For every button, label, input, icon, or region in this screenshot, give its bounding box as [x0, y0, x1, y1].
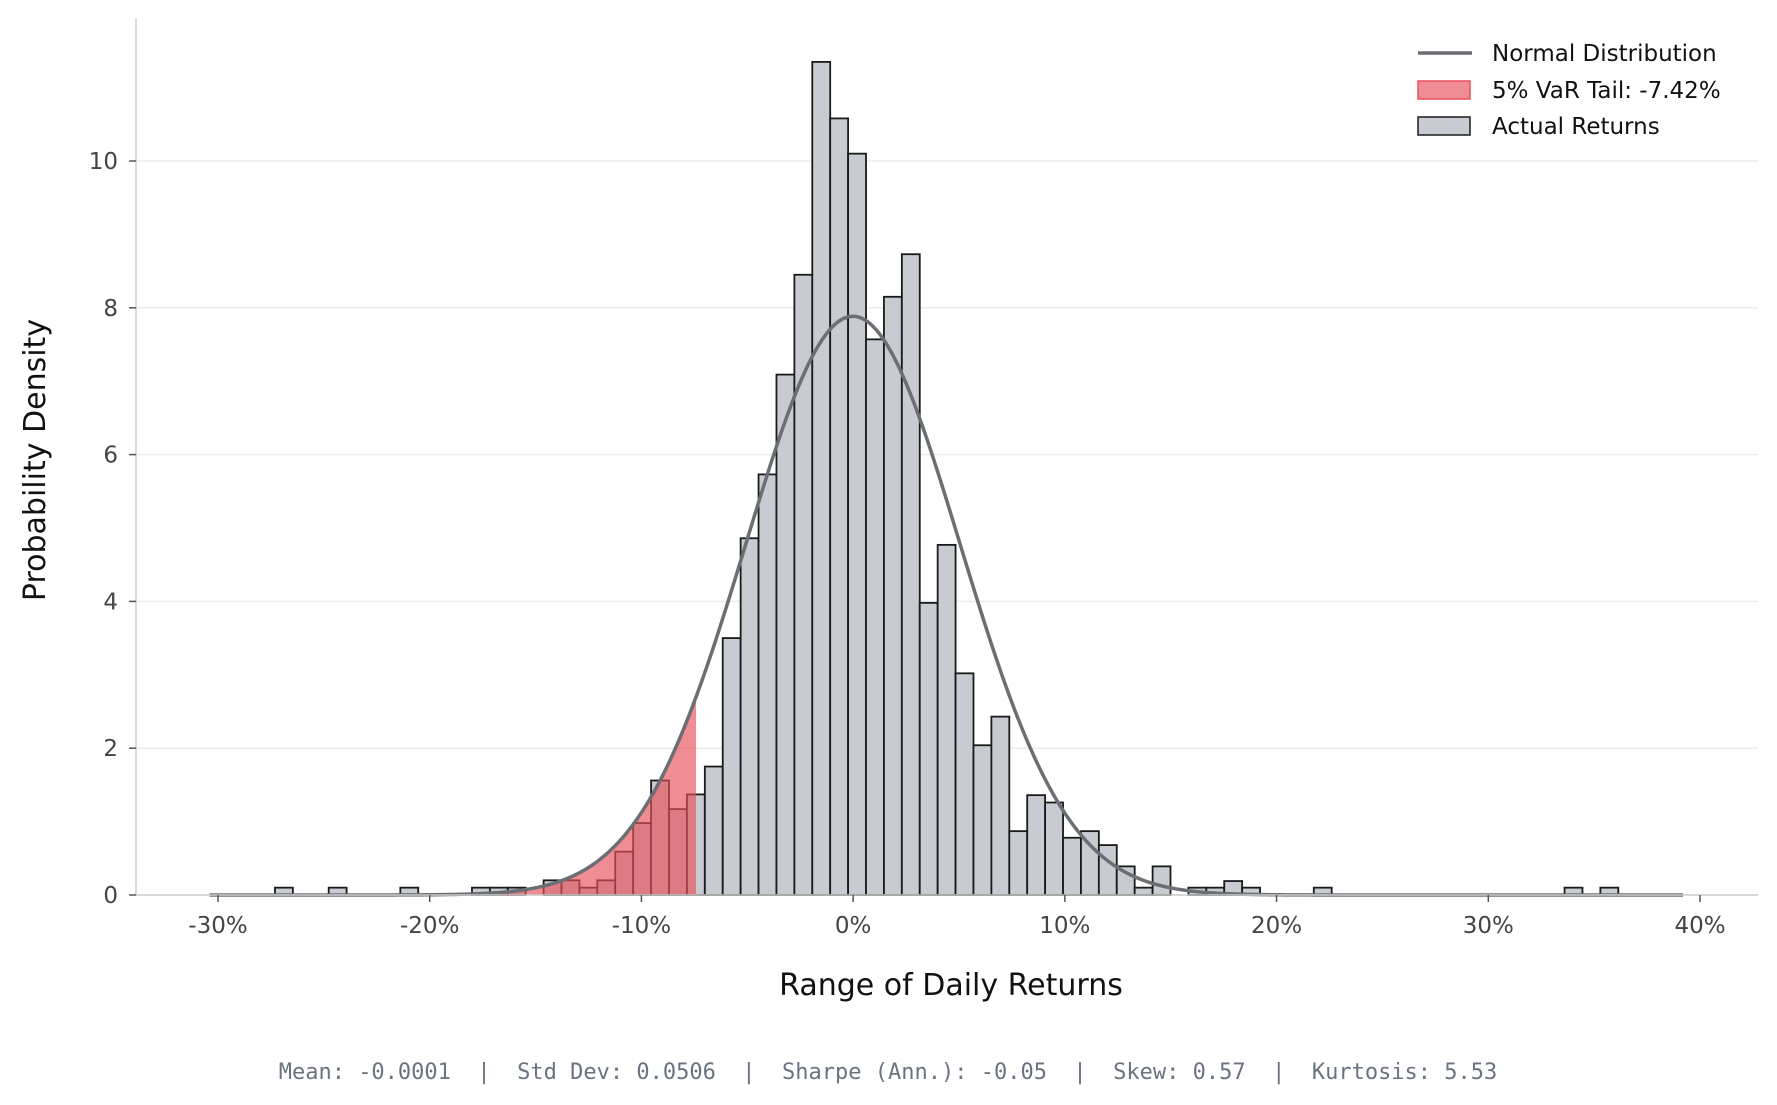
- histogram-bar: [918, 601, 939, 896]
- y-tick-label: 10: [89, 149, 118, 175]
- histogram-bar: [883, 295, 903, 896]
- var-tail-fill: [209, 696, 697, 895]
- histogram-bar: [972, 744, 993, 896]
- y-tick-label: 6: [103, 443, 118, 469]
- legend-var-swatch: [1417, 80, 1471, 100]
- x-tick-label: -30%: [188, 913, 247, 939]
- legend: Normal Distribution 5% VaR Tail: -7.42% …: [1417, 41, 1721, 140]
- histogram-bar: [829, 117, 850, 896]
- histogram-bar: [900, 253, 921, 896]
- histogram-bar: [1133, 886, 1154, 896]
- x-tick-label: 10%: [1039, 913, 1090, 939]
- x-tick-label: 0%: [835, 913, 872, 939]
- x-tick-label: -20%: [400, 913, 459, 939]
- y-tick-label: 8: [103, 296, 118, 322]
- histogram-bar: [936, 543, 957, 896]
- histogram-bars: [274, 61, 1620, 896]
- x-tick-label: 40%: [1674, 913, 1725, 939]
- histogram-bar: [1097, 844, 1118, 896]
- x-tick-label: 20%: [1251, 913, 1302, 939]
- y-tick-label: 2: [103, 736, 118, 762]
- y-axis-label: Probability Density: [18, 319, 53, 601]
- x-axis-label: Range of Daily Returns: [779, 968, 1123, 1003]
- legend-label-normal: Normal Distribution: [1492, 41, 1717, 67]
- histogram-bar: [721, 637, 742, 896]
- gridlines: [136, 160, 1758, 749]
- histogram-bar: [1026, 794, 1047, 896]
- histogram-bar: [793, 273, 814, 896]
- x-ticks: -30% -20% -10% 0% 10% 20% 30% 40%: [188, 895, 1726, 939]
- histogram-bar: [865, 338, 885, 896]
- histogram-bar: [811, 61, 832, 896]
- y-ticks: 0 2 4 6 8 10: [89, 149, 136, 909]
- histogram-bar: [703, 765, 724, 896]
- histogram-bar: [847, 152, 867, 896]
- var-tail-area: [209, 696, 697, 895]
- summary-stats: Mean: -0.0001 | Std Dev: 0.0506 | Sharpe…: [279, 1060, 1498, 1085]
- histogram-bar: [775, 373, 796, 896]
- histogram-bar: [1151, 865, 1172, 896]
- histogram-bar: [1080, 830, 1100, 896]
- histogram-bar: [954, 672, 975, 896]
- y-tick-label: 4: [103, 589, 118, 615]
- legend-label-var: 5% VaR Tail: -7.42%: [1492, 78, 1721, 104]
- histogram-bar: [990, 715, 1011, 896]
- legend-label-returns: Actual Returns: [1492, 114, 1660, 140]
- histogram-bar: [739, 537, 760, 896]
- x-tick-label: 30%: [1463, 913, 1514, 939]
- x-tick-label: -10%: [612, 913, 671, 939]
- histogram-bar: [1008, 830, 1029, 896]
- histogram-bar: [1044, 801, 1064, 896]
- histogram-bar: [1062, 836, 1082, 896]
- legend-returns-swatch: [1417, 116, 1471, 136]
- histogram-bar: [757, 473, 778, 896]
- y-tick-label: 0: [103, 883, 118, 909]
